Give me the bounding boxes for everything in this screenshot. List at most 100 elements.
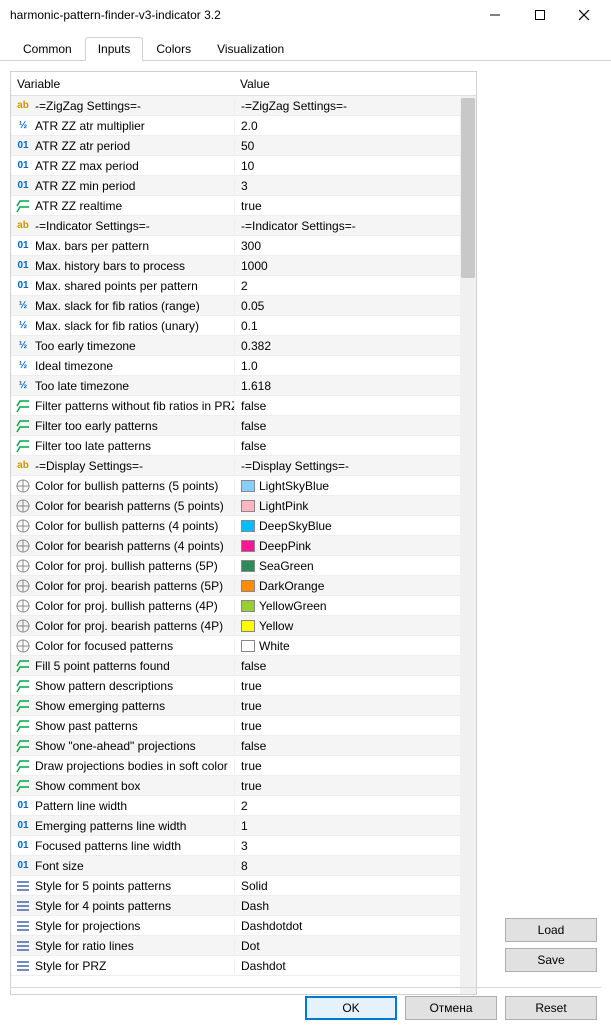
grid-row[interactable]: Color for bullish patterns (4 points)Dee… [11, 516, 476, 536]
grid-row[interactable]: Color for focused patternsWhite [11, 636, 476, 656]
grid-row[interactable]: 01Font size8 [11, 856, 476, 876]
grid-row[interactable]: Style for ratio linesDot [11, 936, 476, 956]
value-cell[interactable]: Dashdot [234, 959, 476, 973]
value-cell[interactable]: false [234, 659, 476, 673]
grid-row[interactable]: Style for projectionsDashdotdot [11, 916, 476, 936]
value-cell[interactable]: true [234, 699, 476, 713]
value-cell[interactable]: White [234, 639, 476, 653]
grid-row[interactable]: ab-=Display Settings=--=Display Settings… [11, 456, 476, 476]
value-cell[interactable]: DarkOrange [234, 579, 476, 593]
grid-row[interactable]: Style for 5 points patternsSolid [11, 876, 476, 896]
value-cell[interactable]: 1 [234, 819, 476, 833]
value-cell[interactable]: 2 [234, 279, 476, 293]
value-cell[interactable]: true [234, 199, 476, 213]
grid-row[interactable]: Draw projections bodies in soft colortru… [11, 756, 476, 776]
value-cell[interactable]: YellowGreen [234, 599, 476, 613]
value-cell[interactable]: true [234, 779, 476, 793]
value-cell[interactable]: false [234, 439, 476, 453]
value-cell[interactable]: 3 [234, 839, 476, 853]
grid-row[interactable]: Color for bearish patterns (4 points)Dee… [11, 536, 476, 556]
value-cell[interactable]: -=Indicator Settings=- [234, 219, 476, 233]
close-button[interactable] [562, 0, 607, 30]
reset-button[interactable]: Reset [505, 996, 597, 1020]
grid-row[interactable]: Show "one-ahead" projectionsfalse [11, 736, 476, 756]
grid-row[interactable]: Style for 4 points patternsDash [11, 896, 476, 916]
grid-row[interactable]: Show pattern descriptionstrue [11, 676, 476, 696]
grid-row[interactable]: ½Max. slack for fib ratios (unary)0.1 [11, 316, 476, 336]
grid-row[interactable]: Filter too early patternsfalse [11, 416, 476, 436]
tab-visualization[interactable]: Visualization [204, 37, 297, 61]
value-cell[interactable]: 50 [234, 139, 476, 153]
value-cell[interactable]: 10 [234, 159, 476, 173]
grid-row[interactable]: 01Pattern line width2 [11, 796, 476, 816]
tab-common[interactable]: Common [10, 37, 85, 61]
value-cell[interactable]: DeepPink [234, 539, 476, 553]
value-cell[interactable]: Yellow [234, 619, 476, 633]
value-cell[interactable]: 1000 [234, 259, 476, 273]
value-cell[interactable]: DeepSkyBlue [234, 519, 476, 533]
grid-row[interactable]: Color for proj. bullish patterns (4P)Yel… [11, 596, 476, 616]
tab-colors[interactable]: Colors [143, 37, 204, 61]
tab-inputs[interactable]: Inputs [85, 37, 144, 61]
grid-row[interactable]: ½Too early timezone0.382 [11, 336, 476, 356]
grid-row[interactable]: 01Emerging patterns line width1 [11, 816, 476, 836]
grid-row[interactable]: 01ATR ZZ atr period50 [11, 136, 476, 156]
value-cell[interactable]: Dot [234, 939, 476, 953]
value-cell[interactable]: Dash [234, 899, 476, 913]
grid-row[interactable]: Color for bullish patterns (5 points)Lig… [11, 476, 476, 496]
grid-row[interactable]: 01ATR ZZ max period10 [11, 156, 476, 176]
value-cell[interactable]: -=Display Settings=- [234, 459, 476, 473]
header-value[interactable]: Value [234, 77, 476, 91]
value-cell[interactable]: Dashdotdot [234, 919, 476, 933]
ok-button[interactable]: OK [305, 996, 397, 1020]
grid-row[interactable]: ATR ZZ realtimetrue [11, 196, 476, 216]
grid-row[interactable]: 01Max. bars per pattern300 [11, 236, 476, 256]
grid-row[interactable]: Filter patterns without fib ratios in PR… [11, 396, 476, 416]
minimize-button[interactable] [472, 0, 517, 30]
grid-row[interactable]: 01ATR ZZ min period3 [11, 176, 476, 196]
grid-row[interactable]: Color for bearish patterns (5 points)Lig… [11, 496, 476, 516]
grid-row[interactable]: Color for proj. bearish patterns (5P)Dar… [11, 576, 476, 596]
value-cell[interactable]: 2 [234, 799, 476, 813]
value-cell[interactable]: 0.382 [234, 339, 476, 353]
grid-row[interactable]: ½Max. slack for fib ratios (range)0.05 [11, 296, 476, 316]
value-cell[interactable]: LightSkyBlue [234, 479, 476, 493]
scrollbar[interactable] [460, 96, 476, 994]
grid-row[interactable]: ½Ideal timezone1.0 [11, 356, 476, 376]
grid-row[interactable]: Fill 5 point patterns foundfalse [11, 656, 476, 676]
value-cell[interactable]: 1.618 [234, 379, 476, 393]
header-variable[interactable]: Variable [11, 77, 234, 91]
grid-row[interactable]: Show past patternstrue [11, 716, 476, 736]
value-cell[interactable]: true [234, 719, 476, 733]
grid-row[interactable]: Style for PRZDashdot [11, 956, 476, 976]
maximize-button[interactable] [517, 0, 562, 30]
value-cell[interactable]: 3 [234, 179, 476, 193]
grid-row[interactable]: Color for proj. bearish patterns (4P)Yel… [11, 616, 476, 636]
value-cell[interactable]: false [234, 419, 476, 433]
value-cell[interactable]: LightPink [234, 499, 476, 513]
grid-row[interactable]: ab-=ZigZag Settings=--=ZigZag Settings=- [11, 96, 476, 116]
value-cell[interactable]: 300 [234, 239, 476, 253]
value-cell[interactable]: true [234, 759, 476, 773]
value-cell[interactable]: 0.1 [234, 319, 476, 333]
grid-row[interactable]: 01Focused patterns line width3 [11, 836, 476, 856]
value-cell[interactable]: 8 [234, 859, 476, 873]
value-cell[interactable]: -=ZigZag Settings=- [234, 99, 476, 113]
grid-row[interactable]: Filter too late patternsfalse [11, 436, 476, 456]
grid-row[interactable]: ½Too late timezone1.618 [11, 376, 476, 396]
value-cell[interactable]: Solid [234, 879, 476, 893]
value-cell[interactable]: 0.05 [234, 299, 476, 313]
value-cell[interactable]: true [234, 679, 476, 693]
value-cell[interactable]: SeaGreen [234, 559, 476, 573]
grid-row[interactable]: 01Max. history bars to process1000 [11, 256, 476, 276]
value-cell[interactable]: false [234, 399, 476, 413]
value-cell[interactable]: false [234, 739, 476, 753]
grid-row[interactable]: Show emerging patternstrue [11, 696, 476, 716]
scroll-thumb[interactable] [461, 98, 475, 278]
grid-row[interactable]: Show comment boxtrue [11, 776, 476, 796]
grid-row[interactable]: ab-=Indicator Settings=--=Indicator Sett… [11, 216, 476, 236]
save-button[interactable]: Save [505, 948, 597, 972]
grid-row[interactable]: 01Max. shared points per pattern2 [11, 276, 476, 296]
load-button[interactable]: Load [505, 918, 597, 942]
grid-row[interactable]: Color for proj. bullish patterns (5P)Sea… [11, 556, 476, 576]
